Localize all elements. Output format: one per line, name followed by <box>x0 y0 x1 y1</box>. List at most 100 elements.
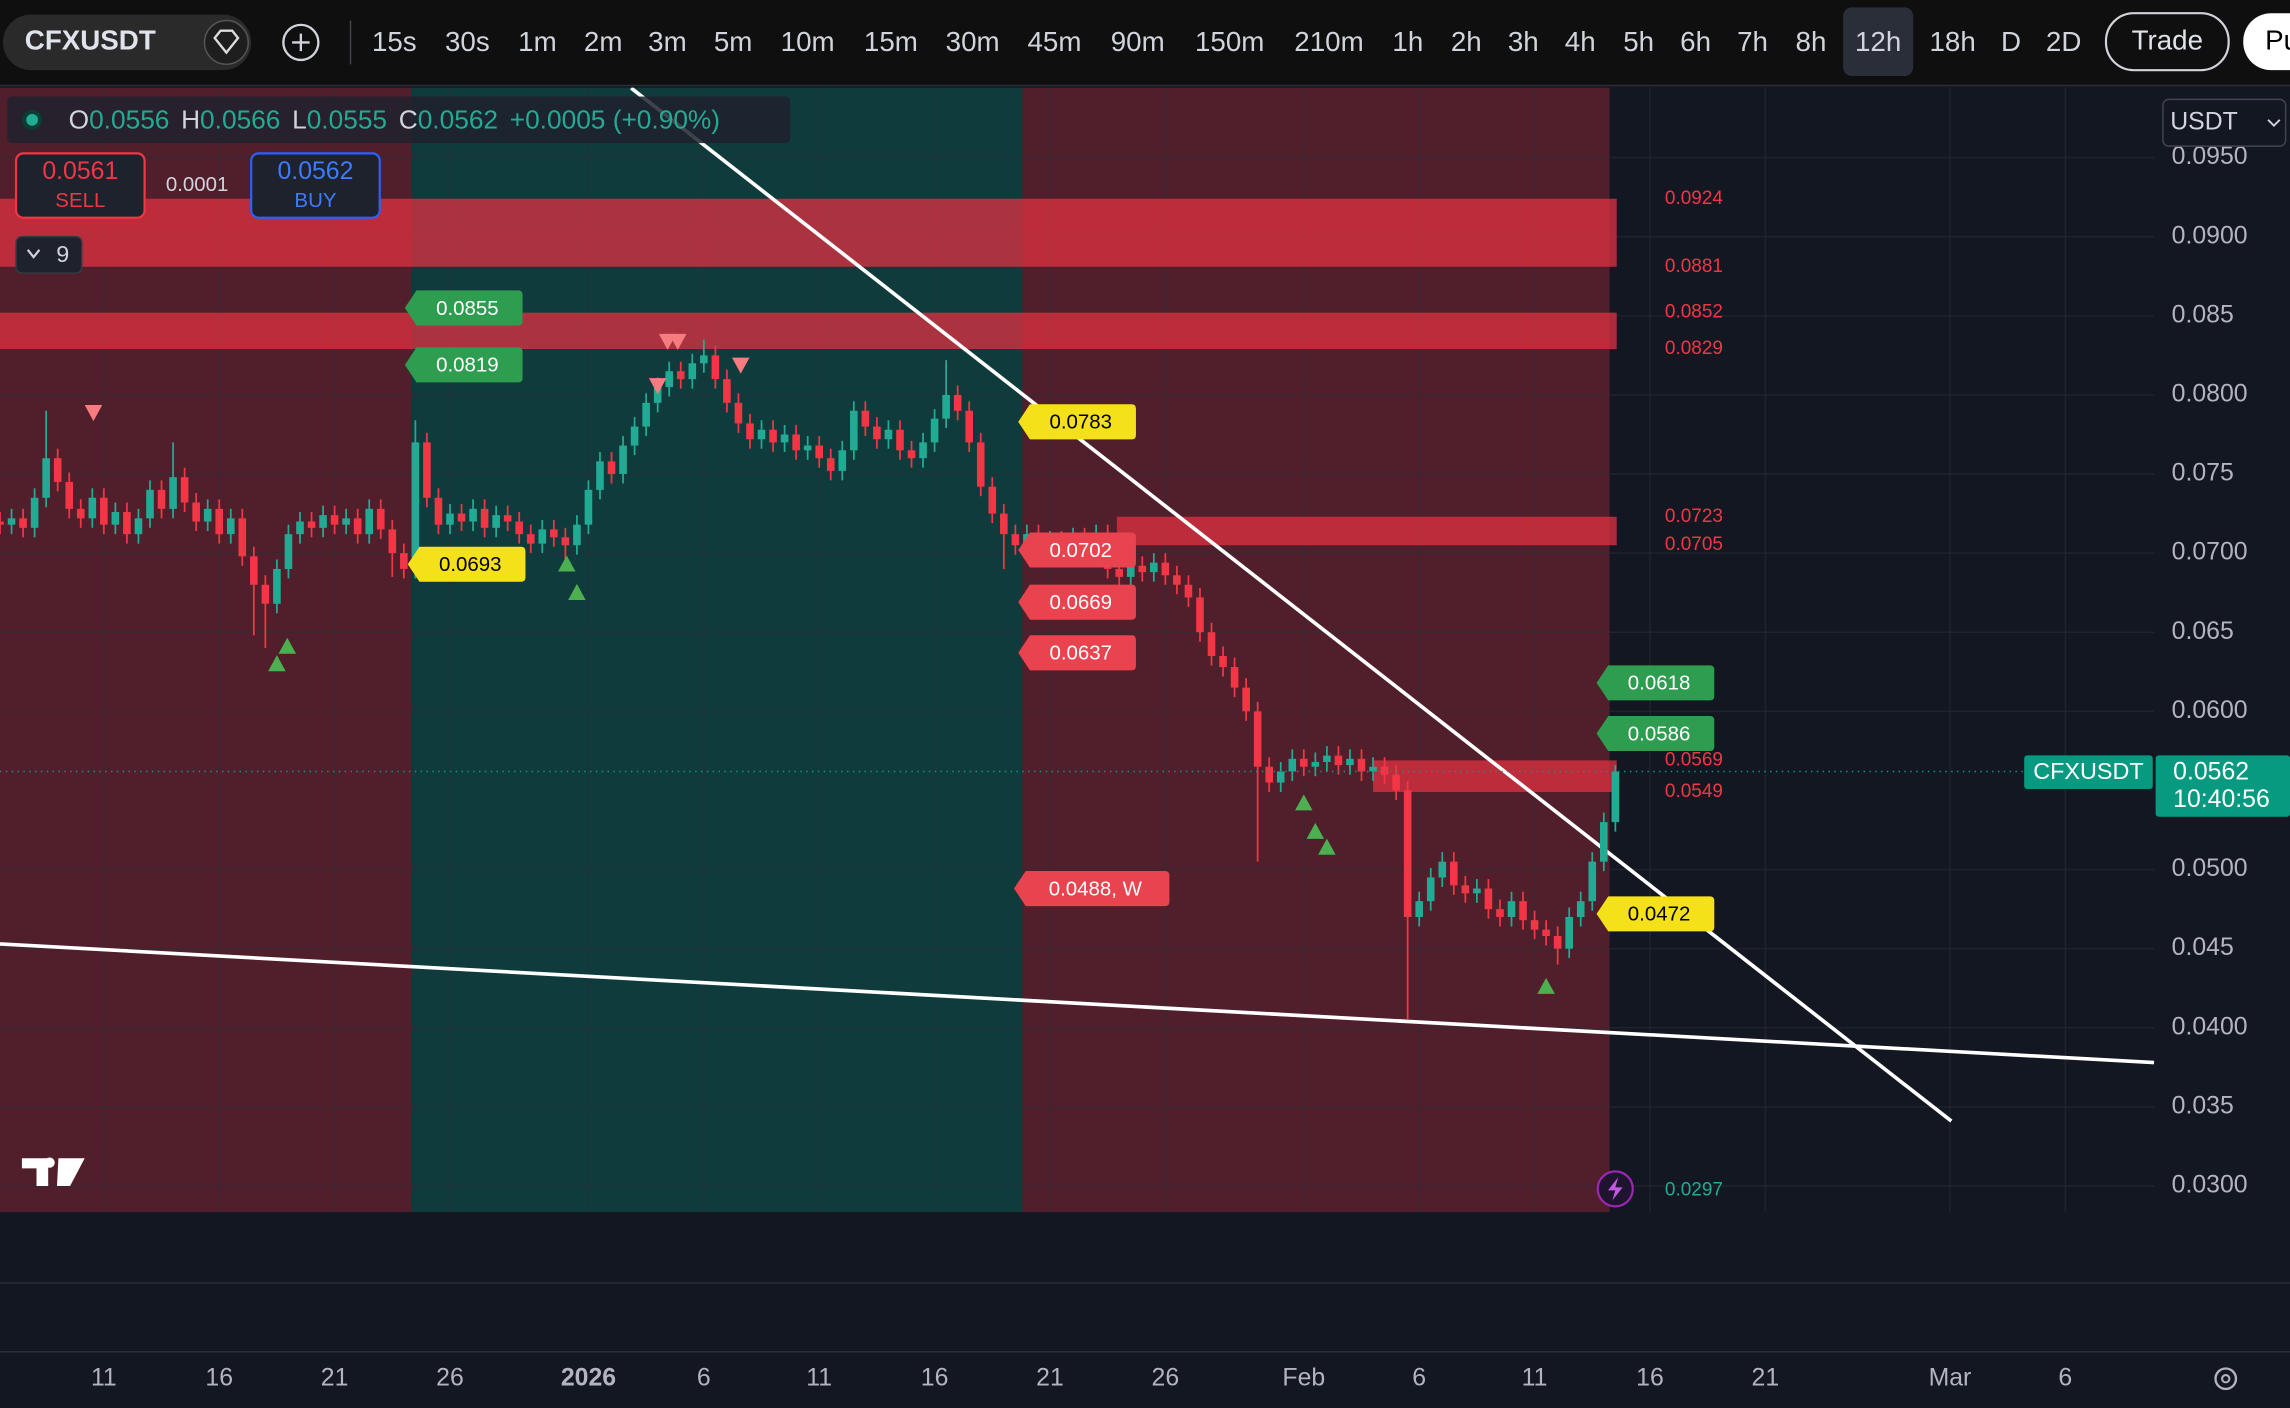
candle-body <box>1530 920 1539 930</box>
interval[interactable]: 3h <box>1508 26 1539 57</box>
candle-body <box>861 410 870 427</box>
tv-logo[interactable] <box>21 1158 85 1186</box>
currency-select[interactable] <box>2162 98 2287 147</box>
add-icon <box>292 33 310 52</box>
candle-body <box>411 442 420 569</box>
tags: 0.0855 0.0819 0.0693 0.0783 0.0702 0.0669 0.06… <box>404 290 1715 932</box>
candle-body <box>1426 877 1435 902</box>
interval[interactable]: 5h <box>1623 26 1654 57</box>
interval[interactable]: 210m <box>1294 26 1363 57</box>
interval[interactable]: 2h <box>1451 26 1482 57</box>
candle-body <box>261 584 270 604</box>
buy-button[interactable] <box>250 152 381 219</box>
interval[interactable]: 15m <box>864 26 918 57</box>
price-tag-label: 0.0702 <box>1049 539 1112 562</box>
candle-body <box>1461 885 1470 894</box>
candle-body <box>400 553 408 569</box>
candle-body <box>930 418 939 443</box>
interval[interactable]: 4h <box>1565 26 1596 57</box>
interval[interactable]: 6h <box>1680 26 1711 57</box>
publish-button[interactable] <box>2243 13 2290 71</box>
y-tick-label: 0.065 <box>2172 618 2234 645</box>
interval[interactable]: 5m <box>714 26 753 57</box>
close: 0.0562 <box>418 104 498 134</box>
interval[interactable]: D <box>2001 26 2021 57</box>
zone-top-label: 0.0569 <box>1665 749 1723 770</box>
sell-price[interactable]: 0.0561 <box>42 158 118 185</box>
interval[interactable]: 7h <box>1737 26 1768 57</box>
candle-body <box>123 512 131 535</box>
y-tick-label: 0.0500 <box>2172 855 2248 882</box>
candle-body <box>907 450 916 459</box>
candle-body <box>88 497 97 519</box>
candle-body <box>826 458 835 471</box>
publish-label[interactable]: Pu <box>2265 25 2290 56</box>
currency[interactable]: USDT <box>2170 108 2238 135</box>
candle-body <box>757 429 766 440</box>
gem-button[interactable] <box>203 19 250 66</box>
indicators-count[interactable]: 9 <box>56 241 69 267</box>
interval[interactable]: 10m <box>781 26 835 57</box>
interval[interactable]: 2D <box>2046 26 2081 57</box>
candle-body <box>630 426 639 446</box>
change: +0.0005 <box>510 104 606 134</box>
price-badge <box>2155 755 2290 817</box>
zone-bottom-label: 0.0549 <box>1665 781 1723 802</box>
interval[interactable]: 8h <box>1796 26 1827 57</box>
candle-body <box>169 477 177 509</box>
candle-body <box>480 508 489 528</box>
interval[interactable]: 30s <box>445 26 490 57</box>
candle-body <box>1288 758 1297 772</box>
zone-bottom-label: 0.0705 <box>1665 534 1723 555</box>
interval[interactable]: 12h <box>1855 26 1901 57</box>
candle-body <box>792 434 800 451</box>
gem-icon <box>213 29 240 55</box>
candle-body <box>42 458 50 498</box>
candle-body <box>273 568 281 604</box>
interval[interactable]: 1m <box>518 26 557 57</box>
c-label: C <box>399 104 418 134</box>
interval[interactable]: 30m <box>946 26 1000 57</box>
candle-body <box>1150 562 1158 573</box>
price-badge-label: 0.0562 <box>2173 758 2249 785</box>
interval[interactable]: 150m <box>1195 26 1264 57</box>
interval[interactable]: 3m <box>648 26 687 57</box>
candle-body <box>700 355 708 364</box>
trade-button[interactable] <box>2104 12 2230 72</box>
candle-body <box>838 450 847 471</box>
candles <box>0 339 1620 1020</box>
interval[interactable]: 1h <box>1392 26 1423 57</box>
candle-body <box>1242 687 1250 712</box>
buy-label[interactable]: BUY <box>294 189 336 212</box>
price-tag <box>1596 665 1715 701</box>
candle-body <box>1473 888 1481 894</box>
candle-body <box>1230 667 1239 688</box>
candle-body <box>1219 655 1227 668</box>
sell-button[interactable] <box>14 152 146 219</box>
interval[interactable]: 90m <box>1111 26 1165 57</box>
candle-body <box>1403 790 1412 918</box>
sell-label[interactable]: SELL <box>55 189 105 212</box>
price-tag-label: 0.0618 <box>1628 672 1691 695</box>
add-button[interactable] <box>282 23 320 62</box>
candle-body <box>1357 758 1366 772</box>
candle-body <box>884 429 893 440</box>
interval[interactable]: 15s <box>372 26 417 57</box>
interval[interactable]: 45m <box>1027 26 1081 57</box>
buy-price[interactable]: 0.0562 <box>278 158 354 185</box>
indicators-toggle[interactable] <box>15 235 83 274</box>
candle-body <box>365 508 374 535</box>
price-tag-label: 0.0783 <box>1049 411 1112 434</box>
interval[interactable]: 18h <box>1929 26 1975 57</box>
candle-body <box>988 486 997 514</box>
candle-body <box>919 442 927 459</box>
symbol-badge <box>2024 755 2153 789</box>
interval[interactable]: 2m <box>584 26 623 57</box>
settings-icon[interactable] <box>2214 1367 2238 1391</box>
symbol-pill[interactable] <box>2 14 252 71</box>
candle-body <box>1507 901 1516 918</box>
symbol[interactable]: CFXUSDT <box>25 25 156 56</box>
change-pct: (+0.90%) <box>613 104 720 134</box>
trade-label[interactable]: Trade <box>2132 25 2203 56</box>
